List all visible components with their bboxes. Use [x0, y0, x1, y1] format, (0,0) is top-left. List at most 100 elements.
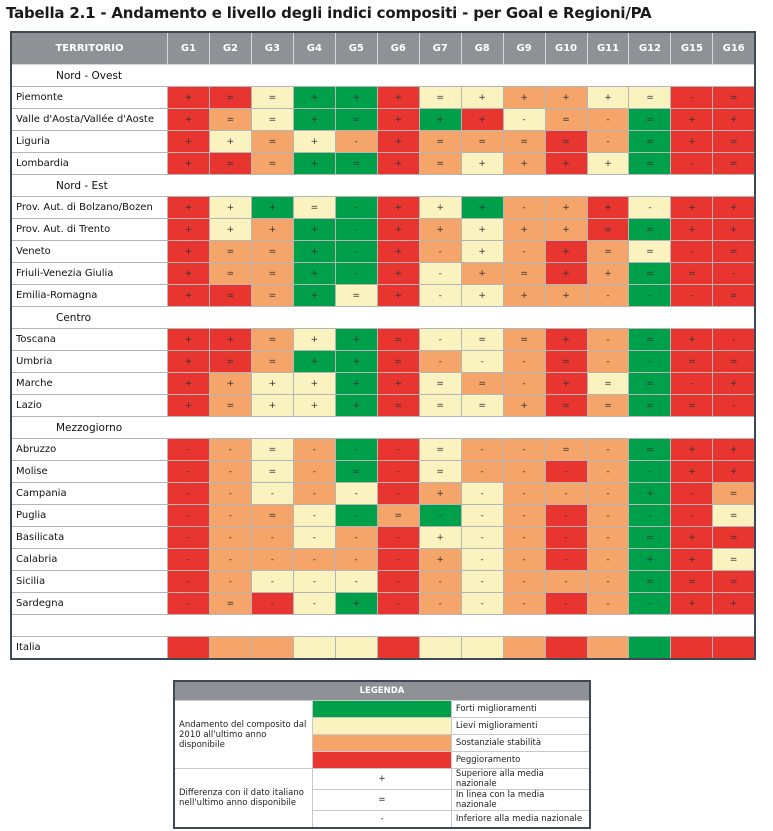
goal-cell: -	[502, 482, 546, 505]
table-header-row: TERRITORIO G1 G2 G3 G4 G5 G6 G7 G8 G9 G10 G11 G12 G1…	[10, 31, 756, 65]
cell-symbol: -	[606, 356, 610, 367]
cell-symbol: +	[184, 136, 193, 147]
goal-cell: -	[586, 284, 630, 307]
cell-symbol: =	[436, 136, 444, 147]
cell-symbol: =	[394, 400, 403, 411]
cell-symbol: =	[268, 92, 277, 103]
region-name: Umbria	[10, 350, 168, 373]
cell-symbol: =	[352, 114, 361, 125]
cell-symbol: =	[688, 576, 696, 587]
goal-cell	[335, 174, 378, 197]
cell-symbol: +	[226, 202, 235, 213]
cell-symbol: -	[606, 554, 610, 565]
goal-cell: +	[586, 86, 630, 109]
goal-cell: -	[502, 570, 546, 593]
region-name: Lombardia	[10, 152, 168, 175]
goal-cell: +	[208, 196, 252, 219]
goal-cell: +	[167, 372, 210, 395]
cell-symbol: -	[564, 488, 568, 499]
goal-cell: -	[376, 548, 420, 571]
goal-cell: =	[712, 240, 756, 263]
cell-symbol: +	[729, 114, 738, 125]
goal-cell: =	[334, 108, 378, 131]
region-name: Abruzzo	[10, 438, 168, 461]
goal-cell: +	[292, 218, 336, 241]
goal-cell	[712, 174, 755, 197]
column-header-g11: G11	[586, 31, 630, 65]
cell-symbol: -	[312, 554, 316, 565]
goal-cell: +	[502, 86, 546, 109]
cell-symbol: -	[228, 444, 233, 455]
legend-table: LEGENDA Andamento del composito dal 2010…	[173, 680, 591, 829]
cell-symbol: =	[394, 510, 403, 521]
cell-symbol: -	[354, 136, 358, 147]
cell-symbol: =	[436, 400, 444, 411]
cell-symbol: =	[436, 378, 444, 389]
cell-symbol: -	[354, 532, 358, 543]
legend-diff-row: - Inferiore alla media nazionale	[174, 810, 591, 829]
cell-symbol: -	[732, 400, 736, 411]
goal-cell: -	[418, 284, 462, 307]
goal-cell: +	[334, 592, 378, 615]
goal-cell: -	[250, 526, 294, 549]
goal-cell: +	[670, 548, 714, 571]
goal-cell: -	[502, 350, 546, 373]
column-header-g2: G2	[208, 31, 252, 65]
goal-cell: -	[544, 504, 588, 527]
goal-cell: =	[250, 240, 294, 263]
cell-symbol: -	[480, 576, 484, 587]
cell-symbol: +	[352, 92, 361, 103]
cell-symbol: +	[394, 114, 403, 125]
cell-symbol: +	[310, 224, 319, 235]
goal-cell: -	[712, 262, 756, 285]
cell-symbol: +	[562, 158, 570, 169]
goal-cell	[461, 174, 504, 197]
cell-symbol: -	[522, 554, 526, 565]
goal-cell: =	[418, 438, 462, 461]
goal-cell: +	[376, 262, 420, 285]
goal-cell: =	[460, 328, 504, 351]
goal-cell: =	[250, 284, 294, 307]
cell-symbol: +	[562, 334, 570, 345]
cell-symbol: +	[310, 136, 319, 147]
cell-symbol: =	[646, 246, 654, 257]
goal-cell: +	[208, 328, 252, 351]
cell-symbol: +	[310, 92, 319, 103]
goal-cell: =	[544, 108, 588, 131]
cell-symbol: +	[310, 334, 319, 345]
goal-cell	[670, 306, 713, 329]
cell-symbol: -	[228, 576, 233, 587]
cell-symbol: -	[564, 576, 568, 587]
cell-symbol: +	[520, 224, 528, 235]
goal-cell: +	[544, 284, 588, 307]
goal-cell: =	[628, 108, 672, 131]
goal-cell: +	[250, 394, 294, 417]
cell-symbol: -	[606, 576, 610, 587]
goal-cell: =	[208, 394, 252, 417]
goal-cell: +	[167, 196, 210, 219]
goal-cell	[419, 416, 462, 439]
cell-symbol: +	[729, 202, 738, 213]
table-row: Lazio + = + + + = = = + = = = = -	[10, 394, 756, 417]
cell-symbol: =	[604, 246, 612, 257]
column-header-g15: G15	[670, 31, 714, 65]
goal-cell	[628, 614, 671, 637]
table-row: Molise - - = - = - = - - - - - + +	[10, 460, 756, 483]
cell-symbol: +	[268, 378, 277, 389]
goal-cell: -	[628, 460, 672, 483]
goal-cell: +	[460, 108, 504, 131]
column-header-g8: G8	[460, 31, 504, 65]
goal-cell	[545, 416, 588, 439]
goal-cell	[587, 64, 629, 87]
goal-cell: =	[586, 240, 630, 263]
goal-cell: -	[376, 526, 420, 549]
goal-cell: =	[334, 284, 378, 307]
goal-cell: +	[670, 328, 714, 351]
region-name: Prov. Aut. di Trento	[10, 218, 168, 241]
cell-symbol: -	[270, 598, 274, 609]
goal-cell: +	[334, 350, 378, 373]
goal-cell: =	[586, 372, 630, 395]
cell-symbol: =	[688, 268, 696, 279]
cell-symbol: -	[228, 466, 233, 477]
goal-cell: -	[208, 548, 252, 571]
